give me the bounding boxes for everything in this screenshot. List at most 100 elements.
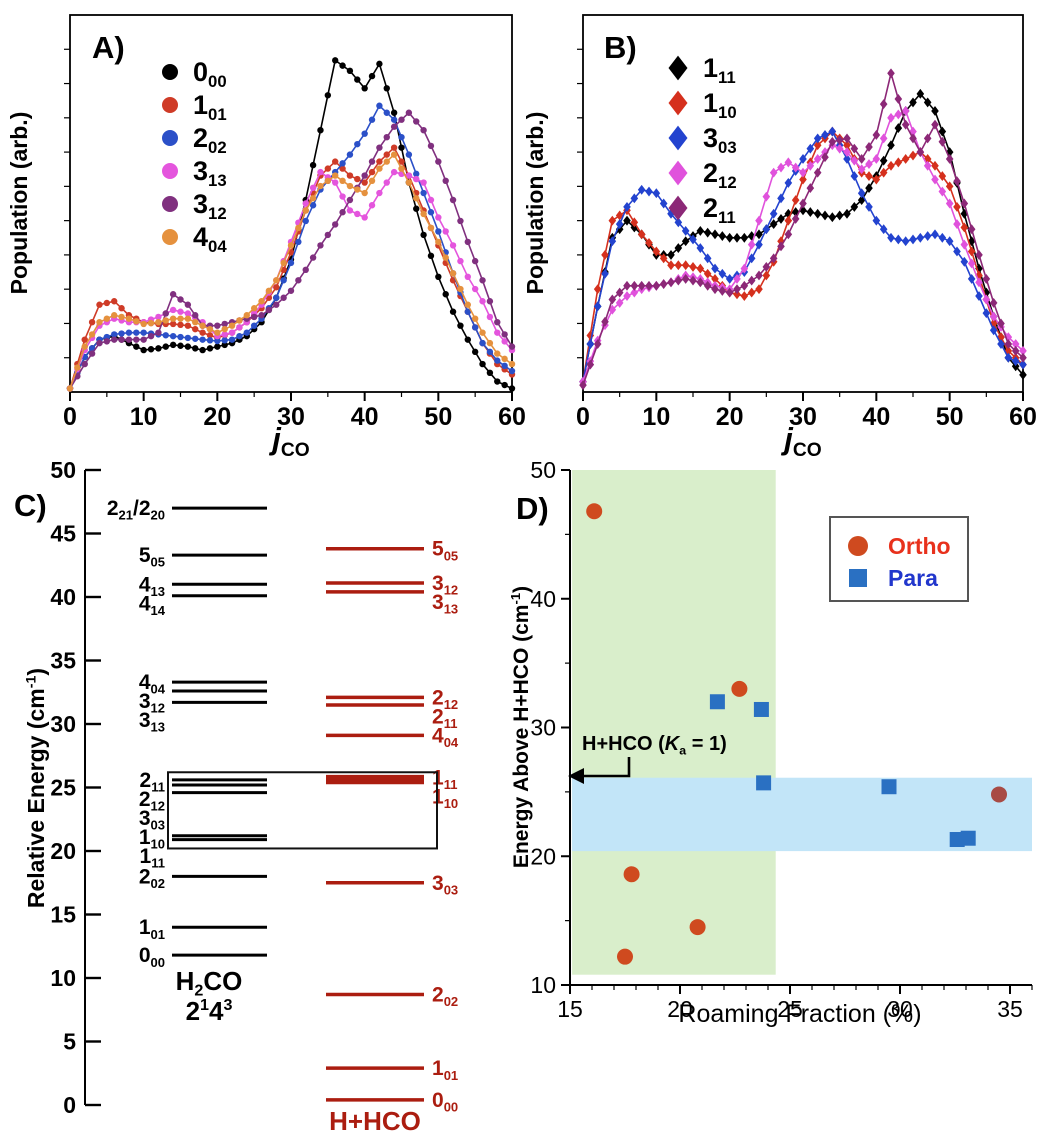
tspan: 50 [936,403,964,431]
data-point [791,213,800,224]
data-point [784,177,793,188]
data-point [250,305,258,312]
data-point [828,212,837,223]
data-point [718,285,727,296]
data-point [747,275,756,286]
data-point [103,315,111,322]
data-point [435,238,442,246]
data-point [332,57,339,64]
tspan: 30 [50,711,76,737]
tspan: 01 [444,1068,458,1083]
data-point [383,109,390,116]
hhco-level-label: 211 [432,705,457,731]
hhco-level-label: 313 [432,591,458,617]
data-point [938,186,947,197]
y-tick-label: 50 [50,457,76,483]
data-point [464,273,471,281]
x-tick-label: 50 [936,403,964,431]
tspan: 3 [193,156,208,186]
data-point [623,215,631,226]
data-point [909,234,917,245]
data-point [309,184,317,191]
data-point [383,179,390,186]
tspan: 11 [444,777,458,792]
data-point [777,162,785,173]
h2co-level-label: 221/220 [107,497,165,523]
data-point [457,322,464,329]
y-axis-title: Relative Energy (cm-1) [23,668,49,908]
data-point [405,179,413,186]
hhco-level-label: 505 [432,538,458,564]
data-point [879,99,888,110]
data-point [258,312,265,319]
data-point [464,336,471,343]
tspan: 10 [530,972,556,998]
data-point [339,177,346,185]
y-tick-label: 50 [530,457,556,483]
data-point [287,242,295,249]
legend-marker [162,130,178,146]
tspan: 3 [703,123,718,153]
data-point [762,270,771,281]
h2co-level-label: 414 [139,592,166,618]
tspan: 12 [444,583,458,598]
data-point [501,362,508,370]
data-point [755,284,763,295]
data-point [689,261,697,272]
data-point [125,336,133,343]
data-point [813,140,822,151]
data-point [280,259,287,267]
data-point [324,165,332,172]
series-2_12 [579,106,1027,387]
data-point [733,284,741,295]
x-tick-label: 25 [777,996,803,1022]
series-2_02 [66,102,516,392]
data-point [398,116,405,123]
hhco-level-label: 212 [432,686,458,712]
data-point [118,313,125,321]
data-point [674,275,683,286]
data-point [206,325,214,333]
data-point [265,306,273,314]
data-point [332,172,339,179]
tspan: 40 [50,584,76,610]
annotation-text: H+HCO (Ka = 1) [582,733,727,757]
data-point [471,257,479,265]
tspan: 5 [63,1029,76,1055]
data-point [586,359,595,370]
data-point [494,329,501,336]
tspan: 05 [151,555,165,570]
data-point [501,331,508,338]
tspan: 21 [119,508,133,523]
data-point [339,62,346,69]
data-point [967,224,976,235]
legend-marker [162,163,178,179]
data-point [111,312,118,319]
data-point [199,329,206,336]
data-point [637,280,646,291]
data-point [302,200,309,207]
tspan: 25 [50,775,76,801]
x-tick-label: 60 [498,403,526,431]
data-point [206,332,214,339]
data-point [169,306,177,314]
data-point [623,291,631,301]
tspan: 30 [277,403,305,431]
data-point [361,189,368,197]
tspan: 00 [208,72,227,91]
x-tick-label: 35 [997,996,1023,1022]
data-point [184,310,192,317]
data-point [989,297,998,308]
tspan: 10 [642,403,670,431]
data-point [909,97,917,108]
data-point [711,273,719,284]
data-point [346,172,354,179]
data-point [777,193,785,204]
data-point [118,330,125,337]
data-point [413,205,420,212]
data-point [169,315,177,322]
data-point [317,168,324,176]
data-point [872,174,881,185]
data-point [221,341,228,349]
y-axis-title: Population (arb.) [6,112,32,295]
